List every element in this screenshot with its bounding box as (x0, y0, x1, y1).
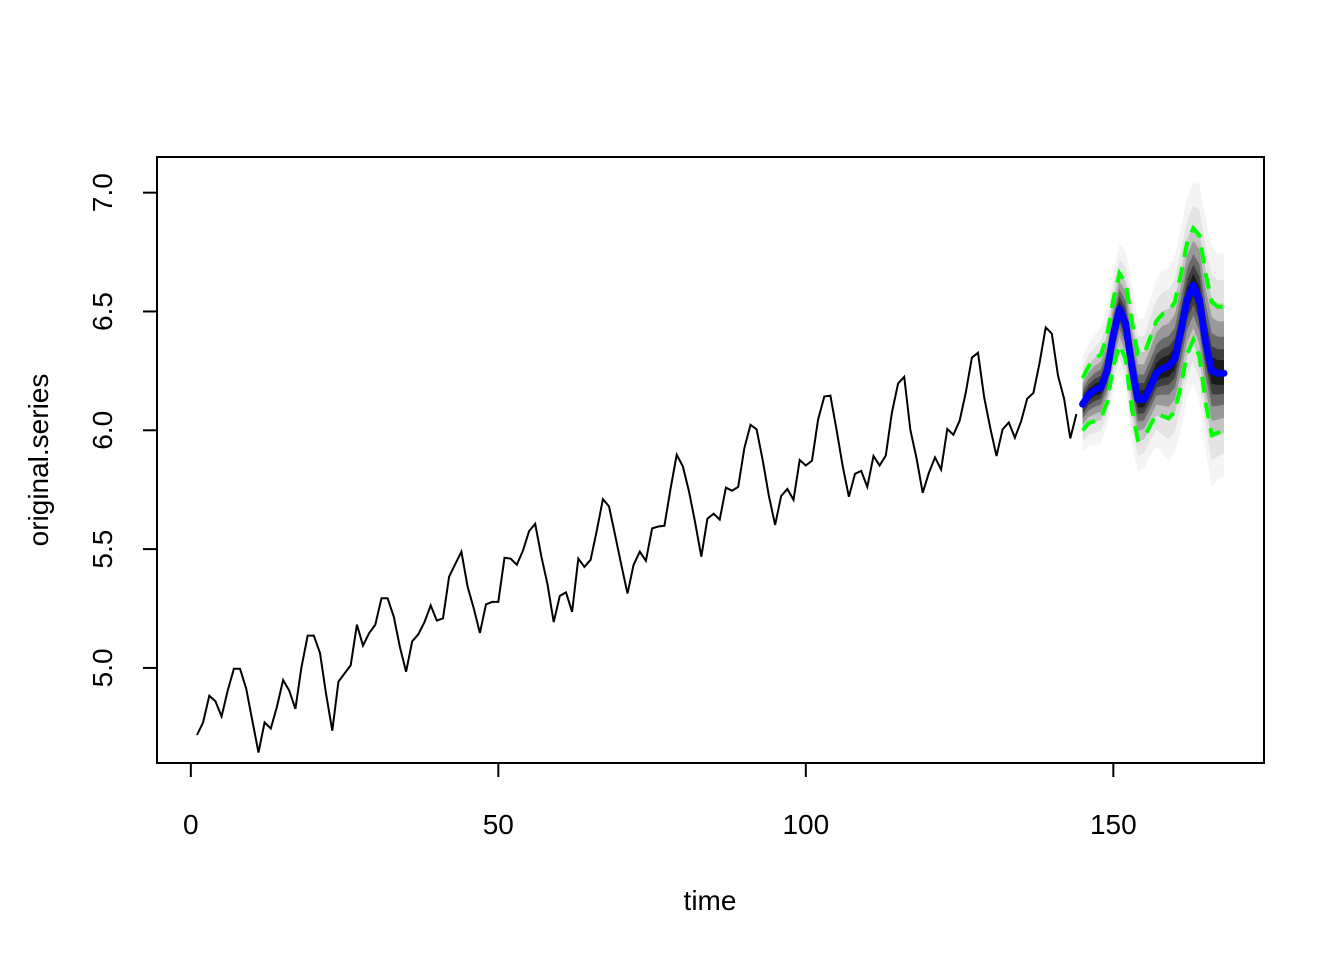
y-tick-label: 6.0 (87, 411, 118, 450)
y-axis-title: original.series (23, 374, 54, 547)
y-tick-label: 6.5 (87, 292, 118, 331)
x-tick-label: 0 (183, 809, 199, 840)
x-axis-title: time (684, 885, 737, 916)
x-tick-label: 50 (483, 809, 514, 840)
x-tick-label: 150 (1090, 809, 1137, 840)
y-axis: 5.0 5.5 6.0 6.5 7.0 (87, 173, 158, 687)
x-axis: 0 50 100 150 (183, 762, 1137, 840)
lower-interval-line (1081, 334, 1225, 443)
y-tick-label: 5.5 (87, 530, 118, 569)
y-tick-label: 5.0 (87, 648, 118, 687)
series-lines (196, 224, 1228, 753)
observed-series-line (196, 325, 1078, 753)
y-tick-label: 7.0 (87, 173, 118, 212)
x-tick-label: 100 (782, 809, 829, 840)
forecast-line (1079, 281, 1228, 408)
